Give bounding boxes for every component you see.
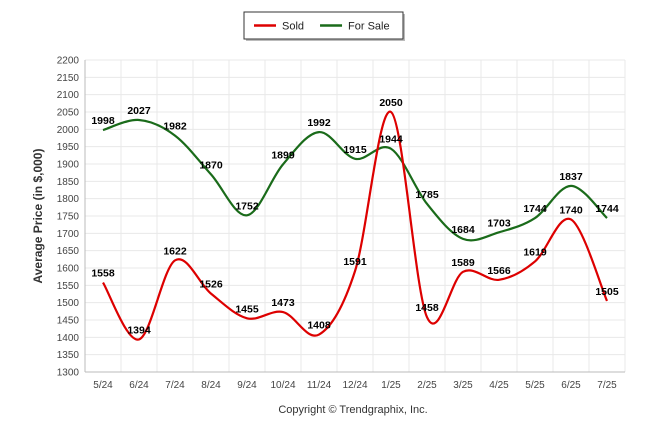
data-label-for-sale: 1684: [451, 224, 475, 236]
x-tick-label: 3/25: [453, 380, 473, 391]
y-tick-label: 1650: [57, 246, 80, 257]
y-axis-label: Average Price (in $,000): [31, 149, 45, 284]
data-label-for-sale: 1944: [379, 134, 403, 146]
data-label-for-sale: 2027: [127, 105, 151, 117]
x-tick-label: 1/25: [381, 380, 401, 391]
data-label-sold: 1589: [451, 257, 475, 269]
data-label-sold: 2050: [379, 97, 403, 109]
data-label-sold: 1566: [487, 265, 511, 277]
y-tick-label: 1400: [57, 333, 80, 344]
data-label-for-sale: 1982: [163, 121, 187, 133]
data-label-for-sale: 1752: [235, 200, 259, 212]
y-axis-ticks: 1300 1350 1400 1450 1500 1550 1600 1650 1700 1750…: [57, 56, 80, 379]
legend-label-sold: Sold: [282, 21, 304, 33]
y-tick-label: 1800: [57, 194, 80, 205]
data-label-for-sale: 1899: [271, 149, 295, 161]
legend: Sold For Sale: [243, 11, 405, 41]
y-tick-label: 1450: [57, 316, 80, 327]
x-tick-label: 7/25: [597, 380, 617, 391]
data-label-sold: 1619: [523, 246, 547, 258]
x-tick-label: 8/24: [201, 380, 221, 391]
data-labels: 1558 1394 1622 1526 1455 1473 1408 1591 2050 1458…: [91, 97, 619, 336]
legend-label-for-sale: For Sale: [348, 21, 390, 33]
data-label-sold: 1394: [127, 324, 151, 336]
data-label-for-sale: 1744: [595, 203, 619, 215]
y-tick-label: 2150: [57, 73, 80, 84]
data-label-for-sale: 1870: [199, 159, 223, 171]
data-label-sold: 1505: [595, 286, 619, 298]
data-label-sold: 1458: [415, 302, 439, 314]
y-tick-label: 1600: [57, 264, 80, 275]
data-label-for-sale: 1992: [307, 117, 331, 129]
copyright-footer: Copyright © Trendgraphix, Inc.: [278, 404, 427, 416]
x-tick-label: 5/25: [525, 380, 545, 391]
x-tick-label: 6/24: [129, 380, 149, 391]
data-label-sold: 1408: [307, 320, 331, 332]
x-tick-label: 11/24: [307, 380, 332, 391]
y-tick-label: 2050: [57, 108, 80, 119]
y-tick-label: 1750: [57, 212, 80, 223]
grid: [84, 59, 626, 373]
series-line-for-sale: [102, 118, 608, 242]
x-axis-ticks: 5/24 6/24 7/24 8/24 9/24 10/24 11/24 12/24 1/25 2…: [93, 380, 617, 391]
x-tick-label: 2/25: [417, 380, 437, 391]
y-tick-label: 1850: [57, 177, 80, 188]
series-lines: [102, 110, 609, 341]
data-label-sold: 1526: [199, 279, 223, 291]
data-label-sold: 1558: [91, 268, 115, 280]
y-tick-label: 1500: [57, 298, 80, 309]
y-tick-label: 1300: [57, 368, 80, 379]
y-tick-label: 2200: [57, 56, 80, 67]
data-label-for-sale: 1837: [559, 171, 583, 183]
y-tick-label: 1350: [57, 350, 80, 361]
data-label-sold: 1622: [163, 245, 187, 257]
y-tick-label: 2100: [57, 90, 80, 101]
x-tick-label: 6/25: [561, 380, 581, 391]
y-tick-label: 1550: [57, 281, 80, 292]
y-tick-label: 2000: [57, 125, 80, 136]
data-label-sold: 1473: [271, 297, 295, 309]
data-label-for-sale: 1703: [487, 217, 511, 229]
data-label-for-sale: 1915: [343, 144, 367, 156]
x-tick-label: 10/24: [270, 380, 295, 391]
y-tick-label: 1950: [57, 142, 80, 153]
data-label-sold: 1591: [343, 256, 367, 268]
series-line-sold: [102, 110, 609, 341]
y-tick-label: 1700: [57, 229, 80, 240]
data-label-sold: 1455: [235, 303, 259, 315]
data-label-for-sale: 1744: [523, 203, 547, 215]
x-tick-label: 9/24: [237, 380, 257, 391]
x-tick-label: 7/24: [165, 380, 185, 391]
x-tick-label: 12/24: [342, 380, 367, 391]
data-label-sold: 1740: [559, 204, 583, 216]
data-label-for-sale: 1785: [415, 189, 439, 201]
x-tick-label: 4/25: [489, 380, 509, 391]
y-tick-label: 1900: [57, 160, 80, 171]
x-tick-label: 5/24: [93, 380, 113, 391]
data-label-for-sale: 1998: [91, 115, 115, 127]
